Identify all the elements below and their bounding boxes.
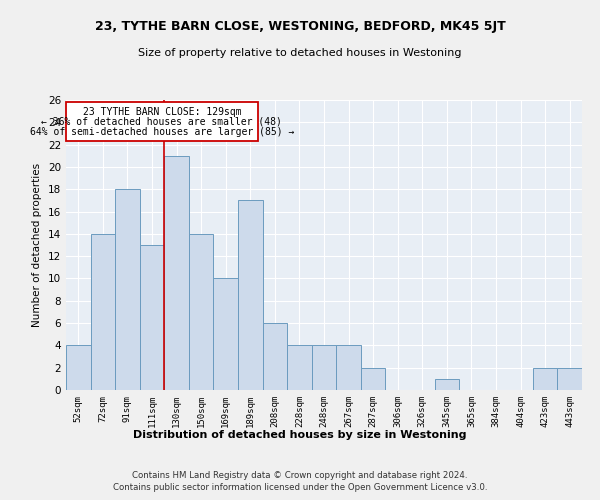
Bar bbox=[263, 323, 287, 390]
Bar bbox=[214, 278, 238, 390]
Text: ← 36% of detached houses are smaller (48): ← 36% of detached houses are smaller (48… bbox=[41, 116, 282, 126]
Text: Size of property relative to detached houses in Westoning: Size of property relative to detached ho… bbox=[138, 48, 462, 58]
Bar bbox=[434, 379, 459, 390]
Bar bbox=[336, 346, 361, 390]
Bar bbox=[91, 234, 115, 390]
Bar bbox=[66, 346, 91, 390]
Bar bbox=[557, 368, 582, 390]
Bar bbox=[287, 346, 312, 390]
Text: 64% of semi-detached houses are larger (85) →: 64% of semi-detached houses are larger (… bbox=[29, 127, 294, 137]
Text: Contains HM Land Registry data © Crown copyright and database right 2024.: Contains HM Land Registry data © Crown c… bbox=[132, 471, 468, 480]
Bar bbox=[189, 234, 214, 390]
Text: 23 TYTHE BARN CLOSE: 129sqm: 23 TYTHE BARN CLOSE: 129sqm bbox=[83, 108, 241, 118]
Bar bbox=[238, 200, 263, 390]
Bar bbox=[140, 245, 164, 390]
Text: Distribution of detached houses by size in Westoning: Distribution of detached houses by size … bbox=[133, 430, 467, 440]
Text: Contains public sector information licensed under the Open Government Licence v3: Contains public sector information licen… bbox=[113, 484, 487, 492]
Bar bbox=[361, 368, 385, 390]
Y-axis label: Number of detached properties: Number of detached properties bbox=[32, 163, 43, 327]
Bar bbox=[312, 346, 336, 390]
FancyBboxPatch shape bbox=[66, 102, 257, 142]
Bar bbox=[533, 368, 557, 390]
Bar bbox=[164, 156, 189, 390]
Bar bbox=[115, 189, 140, 390]
Text: 23, TYTHE BARN CLOSE, WESTONING, BEDFORD, MK45 5JT: 23, TYTHE BARN CLOSE, WESTONING, BEDFORD… bbox=[95, 20, 505, 33]
